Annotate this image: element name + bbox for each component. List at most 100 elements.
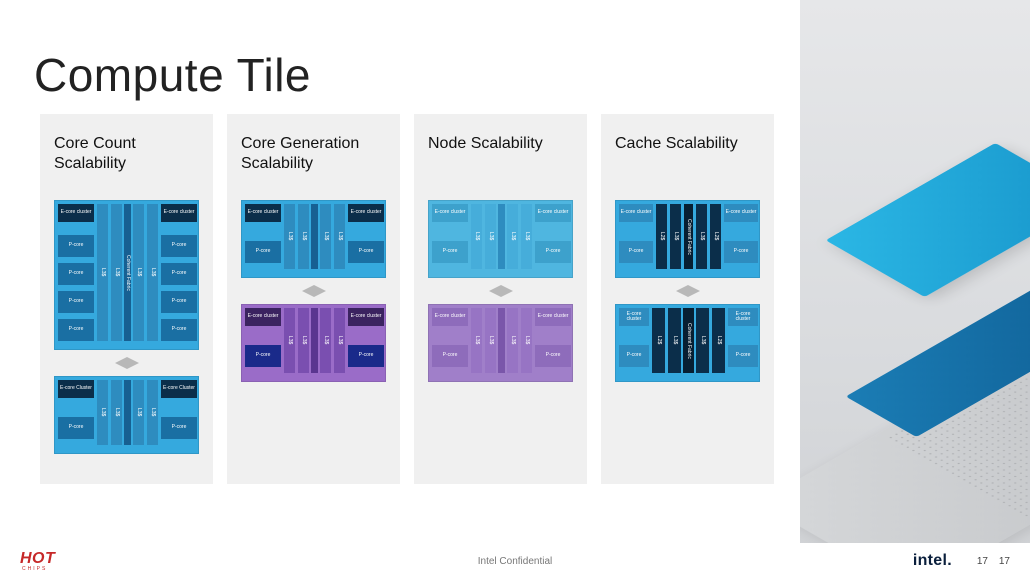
chip-block: L3$ [471, 204, 482, 269]
chip-diagram: E-core cluster E-core cluster P-core P-core… [428, 200, 573, 278]
chip-block: L3$ [284, 308, 295, 373]
chip-block: L2$ [652, 308, 665, 373]
chip-block: L3$ [97, 204, 108, 341]
chip-block: E-core cluster [348, 308, 384, 326]
chip-block: L2$ [712, 308, 725, 373]
chip-block: E-core cluster [58, 204, 94, 222]
chip-block: P-core [619, 345, 649, 367]
chip-block: E-core cluster [432, 308, 468, 326]
chip-diagram: E-core cluster E-core cluster P-core P-core… [54, 200, 199, 350]
intel-logo: intel. [913, 552, 952, 570]
confidential-label: Intel Confidential [478, 556, 553, 567]
chip-block: P-core [245, 345, 281, 367]
chip-block [311, 308, 318, 373]
main-area: Compute Tile Core Count ScalabilityE-cor… [0, 0, 800, 579]
chip-block: P-core [58, 263, 94, 285]
chip-block: L3$ [111, 204, 122, 341]
chip-block: P-core [161, 319, 197, 341]
chip-block: E-core cluster [161, 204, 197, 222]
chip-block: P-core [161, 263, 197, 285]
chip-block: P-core [58, 319, 94, 341]
chip-block: P-core [58, 235, 94, 257]
chip-block: L3$ [320, 204, 331, 269]
chip-diagram: E-core cluster E-core cluster P-core P-core… [241, 200, 386, 278]
chip-block: P-core [432, 345, 468, 367]
chip-block: P-core [245, 241, 281, 263]
chip-block: E-core cluster [348, 204, 384, 222]
chip-block: L3$ [97, 380, 108, 445]
chip-block: Coherent Fabric [124, 204, 131, 341]
chip-block: E-core cluster [619, 308, 649, 326]
footer: HOT CHIPS Intel Confidential intel. 17 1… [0, 543, 1030, 579]
chip-block [311, 204, 318, 269]
updown-arrow-icon [294, 284, 334, 298]
chip-block: P-core [58, 417, 94, 439]
chip-block: L3$ [133, 380, 144, 445]
chip-block: L3$ [668, 308, 681, 373]
chip-block: L3$ [320, 308, 331, 373]
chip-block: E-core cluster [535, 204, 571, 222]
chip-block: L3$ [111, 380, 122, 445]
chip-block [498, 308, 505, 373]
chip-block: L3$ [696, 204, 707, 269]
chip-block: L3$ [147, 204, 158, 341]
chip-block: P-core [619, 241, 653, 263]
updown-arrow-icon [481, 284, 521, 298]
chip-block: L3$ [298, 308, 309, 373]
chip-diagram: E-core Cluster E-core Cluster P-core P-core… [54, 376, 199, 454]
diagram-pair: E-core cluster E-core cluster P-core P-core… [54, 200, 199, 454]
scalability-card: Core Count ScalabilityE-core clusterE-co… [40, 114, 213, 484]
chip-block: L3$ [471, 308, 482, 373]
chip-block: P-core [728, 345, 758, 367]
chip-block: P-core [535, 241, 571, 263]
chip-block: P-core [161, 417, 197, 439]
iso-top-tile [826, 143, 1030, 297]
chip-block: Coherent Fabric [684, 204, 693, 269]
chip-block [498, 204, 505, 269]
chip-block [124, 380, 131, 445]
chip-block: L3$ [147, 380, 158, 445]
chip-diagram: E-core clusterE-core clusterP-coreP-core… [241, 304, 386, 382]
chip-block: P-core [348, 345, 384, 367]
chip-block: E-core cluster [724, 204, 758, 222]
card-title: Core Count Scalability [54, 134, 199, 200]
chip-block: P-core [161, 235, 197, 257]
page-title: Compute Tile [34, 48, 311, 102]
chip-block: L3$ [485, 204, 496, 269]
chip-block: P-core [432, 241, 468, 263]
chip-block: E-core cluster [432, 204, 468, 222]
chip-block: L3$ [507, 204, 518, 269]
slide: Compute Tile Core Count ScalabilityE-cor… [0, 0, 1030, 579]
chip-block: E-core cluster [619, 204, 653, 222]
chip-block: E-core cluster [728, 308, 758, 326]
diagram-pair: E-core cluster E-core cluster P-core P-core… [241, 200, 386, 382]
card-title: Cache Scalability [615, 134, 760, 200]
updown-arrow-icon [107, 356, 147, 370]
chip-block: P-core [58, 291, 94, 313]
chip-block: P-core [348, 241, 384, 263]
scalability-card: Node ScalabilityE-core clusterE-core clu… [414, 114, 587, 484]
chip-block: E-core Cluster [161, 380, 197, 398]
card-title: Core Generation Scalability [241, 134, 386, 200]
chip-diagram: E-core cluster E-core cluster P-core P-core… [615, 304, 760, 382]
chip-block: L3$ [133, 204, 144, 341]
chip-block: L3$ [696, 308, 709, 373]
chip-block: E-core cluster [245, 204, 281, 222]
chip-block: P-core [724, 241, 758, 263]
scalability-card: Core Generation ScalabilityE-core cluste… [227, 114, 400, 484]
page-number: 17 [966, 556, 988, 567]
page-number-dup: 17 [988, 556, 1010, 567]
scalability-card: Cache ScalabilityE-core clusterE-core cl… [601, 114, 774, 484]
chip-block: L3$ [507, 308, 518, 373]
chip-block: P-core [161, 291, 197, 313]
diagram-pair: E-core cluster E-core cluster P-core P-core… [428, 200, 573, 382]
chip-block: E-core cluster [535, 308, 571, 326]
chip-block: L3$ [485, 308, 496, 373]
hotchips-logo: HOT CHIPS [20, 550, 55, 572]
chip-block: E-core Cluster [58, 380, 94, 398]
chip-block: L3$ [284, 204, 295, 269]
chip-block: L2$ [710, 204, 721, 269]
right-visual [800, 0, 1030, 579]
cards-row: Core Count ScalabilityE-core clusterE-co… [40, 114, 774, 484]
chip-block: L3$ [334, 308, 345, 373]
